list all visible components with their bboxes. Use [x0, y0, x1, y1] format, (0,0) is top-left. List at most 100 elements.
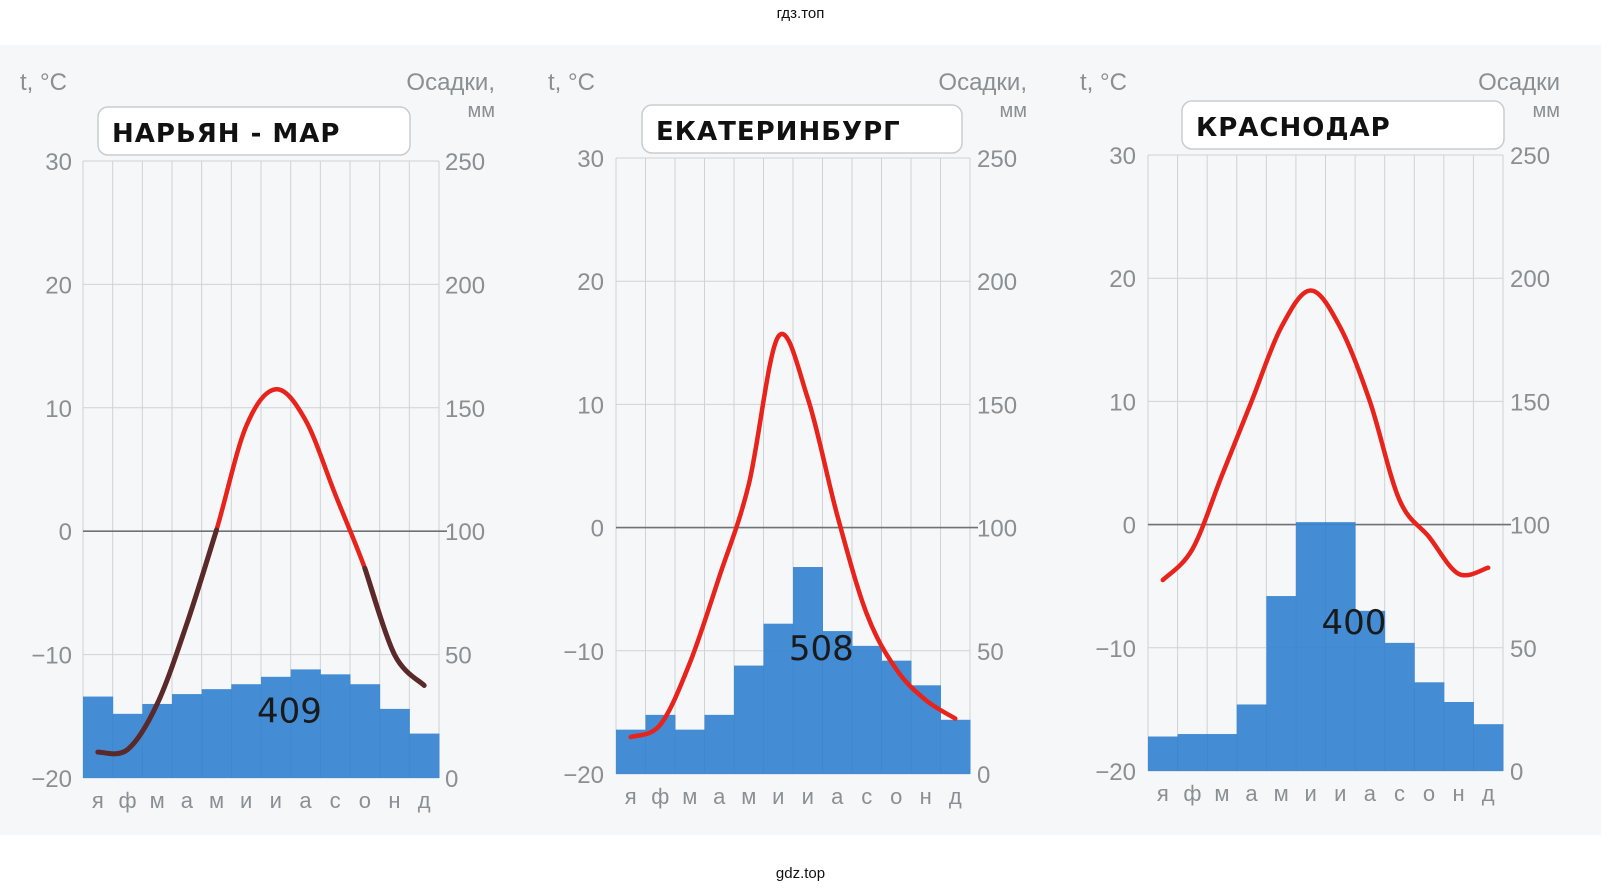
- month-label: я: [625, 784, 637, 809]
- month-label: н: [920, 784, 932, 809]
- precipitation-tick-label: 250: [977, 146, 1017, 173]
- watermark-bottom: gdz.top: [775, 865, 826, 882]
- temperature-tick-label: 30: [45, 149, 72, 176]
- precipitation-bar: [112, 713, 143, 778]
- month-label: я: [92, 788, 104, 813]
- temperature-tick-label: −10: [31, 643, 72, 670]
- temperature-tick-label: −10: [563, 639, 604, 666]
- temperature-tick-label: 20: [577, 269, 604, 296]
- month-label: м: [682, 784, 697, 809]
- month-label: а: [1245, 781, 1258, 806]
- precipitation-bar: [675, 729, 705, 774]
- month-label: а: [1364, 781, 1377, 806]
- precipitation-tick-label: 50: [977, 639, 1004, 666]
- precipitation-tick-label: 150: [445, 396, 485, 423]
- month-label: м: [209, 788, 224, 813]
- chart-title: ЕКАТЕРИНБУРГ: [656, 117, 901, 147]
- y-right-label-unit: мм: [468, 100, 496, 122]
- precipitation-tick-label: 200: [977, 269, 1017, 296]
- precipitation-bar: [409, 733, 440, 778]
- precipitation-bar: [852, 645, 882, 774]
- precipitation-tick-label: 200: [445, 272, 485, 299]
- precipitation-tick-label: 100: [1510, 513, 1550, 540]
- temperature-tick-label: 0: [1123, 513, 1136, 540]
- temperature-tick-label: 0: [59, 519, 72, 546]
- month-label: и: [802, 784, 814, 809]
- month-label: о: [1423, 781, 1435, 806]
- precipitation-bar: [881, 660, 912, 774]
- chart-title: КРАСНОДАР: [1196, 113, 1391, 143]
- y-right-label-unit: мм: [1533, 100, 1561, 122]
- precipitation-total-label: 409: [257, 691, 322, 731]
- temperature-overdraw-line: [362, 565, 427, 688]
- month-label: а: [181, 788, 194, 813]
- precipitation-bar: [201, 689, 232, 778]
- month-label: д: [418, 788, 431, 813]
- precipitation-bar: [261, 676, 292, 778]
- month-label: и: [240, 788, 252, 813]
- title-box: [97, 106, 411, 156]
- precipitation-bar: [1384, 642, 1415, 771]
- watermark-top: гдз.топ: [776, 5, 825, 22]
- month-label: а: [831, 784, 844, 809]
- chart-panel: t, °C Осадки, мм 30 20 10 0 −10 −20 250 200 150 100 5…: [0, 45, 1601, 835]
- temperature-tick-label: −20: [31, 766, 72, 793]
- precipitation-bar: [320, 674, 351, 778]
- temperature-tick-label: 30: [577, 146, 604, 173]
- month-label: м: [1274, 781, 1289, 806]
- temperature-tick-label: 0: [591, 516, 604, 543]
- precipitation-bar: [1473, 724, 1504, 771]
- precipitation-bar: [172, 694, 203, 778]
- precipitation-bar: [350, 684, 381, 778]
- y-left-label: t, °C: [20, 69, 67, 96]
- precipitation-tick-label: 50: [445, 643, 472, 670]
- month-label: н: [1453, 781, 1465, 806]
- y-right-label: Осадки,: [938, 69, 1027, 96]
- precipitation-bar: [822, 631, 853, 774]
- precipitation-bar: [763, 623, 794, 774]
- month-label: и: [270, 788, 282, 813]
- precipitation-bar: [1207, 734, 1238, 771]
- month-label: ф: [651, 784, 669, 809]
- temperature-tick-label: −10: [1095, 636, 1136, 663]
- temperature-tick-label: 30: [1109, 143, 1136, 170]
- precipitation-bar: [1414, 682, 1445, 771]
- month-label: с: [861, 784, 872, 809]
- precipitation-tick-label: 0: [1510, 759, 1523, 786]
- month-label: м: [150, 788, 165, 813]
- precipitation-tick-label: 100: [977, 516, 1017, 543]
- temperature-tick-label: −20: [563, 762, 604, 789]
- precipitation-tick-label: 250: [1510, 143, 1550, 170]
- month-label: н: [388, 788, 400, 813]
- temperature-tick-label: 20: [1109, 266, 1136, 293]
- precipitation-bar: [1355, 610, 1386, 771]
- precipitation-tick-label: 100: [445, 519, 485, 546]
- chart-title: НАРЬЯН - МАР: [112, 119, 340, 149]
- precipitation-bar: [793, 567, 823, 774]
- month-label: м: [741, 784, 756, 809]
- precipitation-bar: [1236, 704, 1267, 771]
- climate-charts: t, °C Осадки,мм3020100−10−202502001501005…: [20, 69, 1561, 813]
- month-label: о: [359, 788, 371, 813]
- month-label: ф: [1183, 781, 1201, 806]
- precipitation-bar: [83, 696, 114, 778]
- temperature-tick-label: 20: [45, 272, 72, 299]
- month-label: с: [1394, 781, 1405, 806]
- month-label: д: [1482, 781, 1495, 806]
- temperature-tick-label: 10: [1109, 389, 1136, 416]
- precipitation-bar: [1295, 522, 1326, 771]
- precipitation-tick-label: 250: [445, 149, 485, 176]
- precipitation-bar: [1177, 734, 1208, 771]
- title-box: [641, 104, 963, 154]
- precipitation-bar: [940, 719, 971, 774]
- precipitation-bar: [1443, 702, 1474, 771]
- month-label: с: [330, 788, 341, 813]
- temperature-line: [1160, 288, 1491, 583]
- precipitation-bar: [1325, 522, 1356, 771]
- precipitation-bar: [1266, 596, 1297, 771]
- precipitation-bar: [290, 669, 321, 778]
- month-label: д: [949, 784, 962, 809]
- month-label: и: [772, 784, 784, 809]
- precipitation-total-label: 400: [1321, 603, 1386, 643]
- month-label: и: [1334, 781, 1346, 806]
